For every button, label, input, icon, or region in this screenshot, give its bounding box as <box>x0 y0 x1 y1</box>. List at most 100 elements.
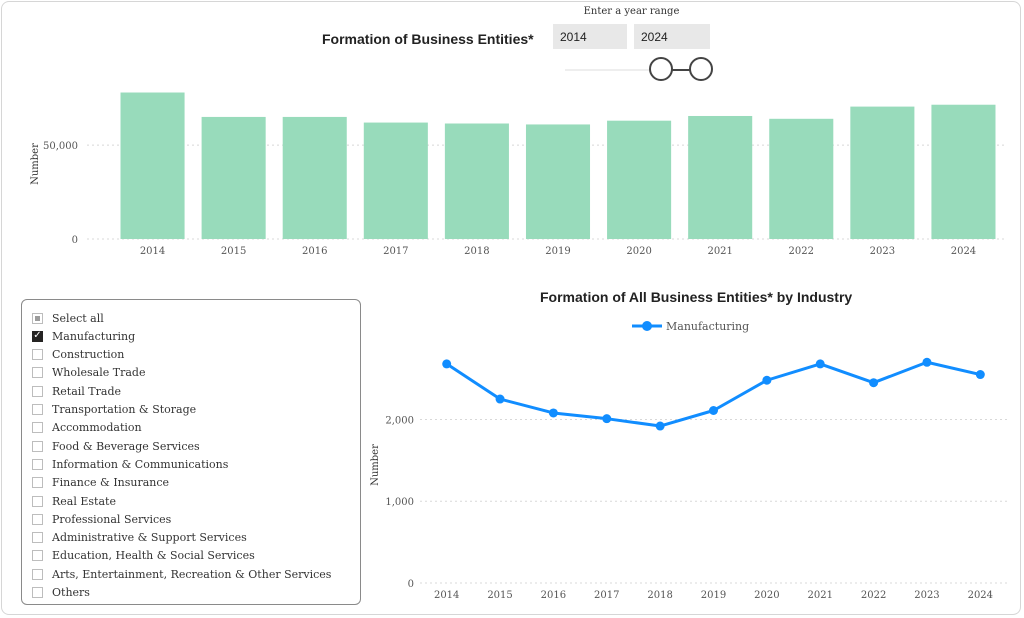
bar-x-tick-label: 2015 <box>221 246 246 257</box>
line-point-2019 <box>709 405 718 415</box>
series-line-manufacturing <box>445 360 981 428</box>
filter-item-transportation-storage[interactable]: Transportation & Storage <box>32 402 196 418</box>
line-point-2015 <box>495 394 505 404</box>
bar-chart: Number 0 50,000 2014 2015 2016 2017 2018 2019 202… <box>30 92 1004 257</box>
bar-2018 <box>444 123 509 239</box>
line-point-2018 <box>655 421 665 431</box>
bar-x-tick-label: 2018 <box>464 246 489 257</box>
checkbox[interactable]: ✓ <box>32 330 43 342</box>
filter-item-information-communications[interactable]: Information & Communications <box>32 456 228 472</box>
checkbox[interactable] <box>32 458 43 470</box>
bar-y-axis-label: Number <box>30 143 41 185</box>
filter-item-label: Education, Health & Social Services <box>52 549 255 563</box>
bar-2023 <box>850 106 915 239</box>
line-x-tick-label: 2022 <box>861 590 886 601</box>
checkbox[interactable] <box>32 513 43 525</box>
checkbox[interactable] <box>32 532 43 544</box>
line-point-2014 <box>442 359 452 369</box>
filter-item-administrative-support-services[interactable]: Administrative & Support Services <box>32 530 247 546</box>
start-year-input[interactable]: 2014 <box>553 24 627 49</box>
bar-2020 <box>607 120 672 239</box>
bar-x-tick-label: 2016 <box>302 246 327 257</box>
filter-item-finance-insurance[interactable]: Finance & Insurance <box>32 475 169 491</box>
filter-item-food-beverage-services[interactable]: Food & Beverage Services <box>32 438 200 454</box>
filter-item-arts-entertainment-recreation-other-services[interactable]: Arts, Entertainment, Recreation & Other … <box>32 566 331 582</box>
line-point-2017 <box>602 414 612 424</box>
filter-item-label: Accommodation <box>52 421 142 435</box>
filter-item-label: Transportation & Storage <box>52 403 197 416</box>
checkbox[interactable] <box>32 367 43 379</box>
end-year-input[interactable]: 2024 <box>634 24 710 49</box>
checkbox[interactable] <box>32 440 43 452</box>
line-x-tick-label: 2019 <box>701 590 726 601</box>
filter-item-wholesale-trade[interactable]: Wholesale Trade <box>32 365 145 381</box>
bar-x-tick-label: 2022 <box>789 246 814 257</box>
filter-item-label: Finance & Insurance <box>52 476 170 490</box>
line-x-tick-label: 2015 <box>487 590 512 601</box>
filter-item-others[interactable]: Others <box>32 585 90 601</box>
checkbox[interactable] <box>32 385 43 397</box>
filter-item-label: Manufacturing <box>52 329 136 343</box>
filter-item-professional-services[interactable]: Professional Services <box>32 511 171 527</box>
bar-x-tick-label: 2023 <box>870 246 895 257</box>
legend-dot-marker <box>642 321 652 331</box>
bar-y-tick-label: 0 <box>72 235 78 246</box>
checkbox[interactable] <box>32 495 43 507</box>
filter-item-label: Real Estate <box>52 494 116 508</box>
bar-x-tick-label: 2024 <box>951 246 976 257</box>
bar-2017 <box>363 122 428 239</box>
filter-item-real-estate[interactable]: Real Estate <box>32 493 116 509</box>
line-point-2023 <box>922 357 932 367</box>
line-x-tick-label: 2023 <box>914 590 939 601</box>
line-y-axis-label: Number <box>370 444 381 486</box>
checkbox[interactable] <box>32 587 43 598</box>
line-x-tick-label: 2017 <box>594 590 619 601</box>
filter-item-select-all[interactable]: Select all <box>32 310 104 326</box>
checkbox[interactable] <box>32 312 43 324</box>
filter-item-retail-trade[interactable]: Retail Trade <box>32 383 121 399</box>
filter-item-label: Food & Beverage Services <box>52 439 200 453</box>
bar-x-tick-label: 2021 <box>707 246 732 257</box>
bar-x-tick-label: 2017 <box>383 246 408 257</box>
bar-2022 <box>769 118 834 239</box>
year-slider-start-handle[interactable] <box>649 57 673 81</box>
filter-item-construction[interactable]: Construction <box>32 347 124 363</box>
filter-item-label: Information & Communications <box>52 457 229 471</box>
line-x-tick-label: 2021 <box>808 590 833 601</box>
line-x-tick-label: 2024 <box>968 590 993 601</box>
bar-x-tick-label: 2020 <box>626 246 651 257</box>
checkbox[interactable] <box>32 550 43 562</box>
filter-item-label: Select all <box>52 311 104 325</box>
line-x-tick-label: 2016 <box>541 590 566 601</box>
line-y-tick-label: 0 <box>408 579 414 590</box>
line-chart-title: Formation of All Business Entities* by I… <box>540 289 853 305</box>
year-slider-track[interactable] <box>565 69 713 71</box>
bar-2019 <box>525 124 591 239</box>
bar-x-tick-label: 2014 <box>140 246 165 257</box>
bar-chart-title: Formation of Business Entities* <box>322 31 534 47</box>
filter-item-accommodation[interactable]: Accommodation <box>32 420 142 436</box>
bar-2021 <box>688 115 753 239</box>
filter-item-label: Administrative & Support Services <box>52 531 247 545</box>
filter-item-label: Others <box>52 586 90 599</box>
checkbox[interactable] <box>32 477 43 489</box>
filter-item-label: Construction <box>52 348 125 362</box>
year-range-caption: Enter a year range <box>583 6 680 17</box>
checkbox[interactable] <box>32 422 43 434</box>
line-point-2016 <box>548 408 558 418</box>
line-chart: Manufacturing Number 0 1,000 2,000 2014 2015 20… <box>370 320 1007 601</box>
line-y-tick-label: 1,000 <box>385 497 414 508</box>
checkbox[interactable] <box>32 349 43 361</box>
filter-item-manufacturing[interactable]: ✓ Manufacturing <box>32 328 135 344</box>
line-point-2021 <box>815 359 825 369</box>
line-x-tick-label: 2020 <box>754 590 779 601</box>
filter-item-label: Wholesale Trade <box>52 366 146 380</box>
year-slider-end-handle[interactable] <box>689 57 713 81</box>
filter-item-education-health-social-services[interactable]: Education, Health & Social Services <box>32 548 255 564</box>
checkbox[interactable] <box>32 568 43 580</box>
line-x-tick-label: 2018 <box>647 590 672 601</box>
filter-item-label: Professional Services <box>52 512 172 526</box>
checkbox[interactable] <box>32 404 43 415</box>
bar-2024 <box>931 104 996 239</box>
line-y-tick-label: 2,000 <box>385 415 414 426</box>
